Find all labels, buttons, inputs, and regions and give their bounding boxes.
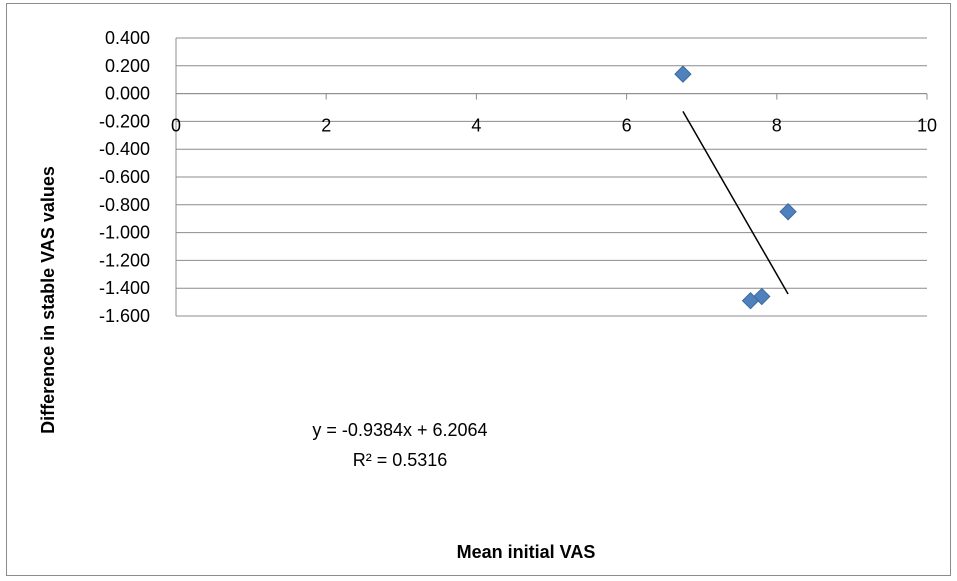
x-axis-title: Mean initial VAS	[457, 542, 596, 562]
y-tick-label: 0.000	[105, 84, 150, 104]
x-tick-label: 6	[622, 116, 632, 136]
trendline	[682, 110, 789, 295]
y-tick-label: 0.400	[105, 28, 150, 48]
grid-lines	[176, 37, 927, 317]
y-tick-label: -0.200	[99, 111, 150, 131]
y-tick-label: -1.400	[99, 278, 150, 298]
y-tick-label: -0.400	[99, 139, 150, 159]
y-tick-label: -1.600	[99, 306, 150, 326]
x-tick-label: 2	[321, 116, 331, 136]
axes	[175, 38, 928, 316]
y-tick-label: -0.600	[99, 167, 150, 187]
x-tick-label: 8	[772, 116, 782, 136]
y-tick-label: -1.200	[99, 250, 150, 270]
chart-area	[6, 3, 951, 576]
data-point	[779, 203, 797, 221]
y-tick-label: -0.800	[99, 195, 150, 215]
y-tick-labels: 0.400 0.200 0.000 -0.200 -0.400 -0.600 -0.800 -…	[99, 28, 150, 326]
trendline-r-squared: R² = 0.5316	[353, 450, 448, 470]
trendline-equation: y = -0.9384x + 6.2064	[312, 420, 487, 440]
x-tick-label: 0	[171, 116, 181, 136]
y-tick-label: -1.000	[99, 223, 150, 243]
x-tick-labels: 0 2 4 6 8 10	[171, 116, 937, 136]
data-point	[741, 292, 760, 310]
data-points	[674, 65, 797, 310]
y-axis-title: Difference in stable VAS values	[38, 166, 58, 434]
x-tick-label: 10	[917, 116, 937, 136]
data-point	[674, 65, 692, 83]
x-tick-label: 4	[471, 116, 481, 136]
y-tick-label: 0.200	[105, 56, 150, 76]
trendline-segment	[682, 110, 789, 295]
